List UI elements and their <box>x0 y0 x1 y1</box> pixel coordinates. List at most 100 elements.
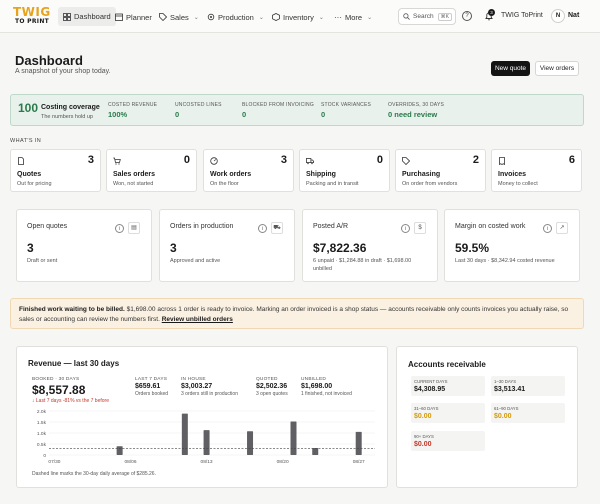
gauge-icon <box>210 157 218 165</box>
logo[interactable]: TWIG TO PRINT <box>10 5 50 29</box>
metric-desc: Last 30 days · $8,342.94 costed revenue <box>455 258 555 264</box>
coverage-stat: BLOCKED FROM INVOICING 0 <box>242 102 314 119</box>
metric-desc: Approved and active <box>170 258 221 264</box>
metric-card-orders-in-production[interactable]: Orders in production i ⛟ 3 Approved and … <box>159 209 295 282</box>
stat-key: UNCOSTED LINES <box>175 102 222 108</box>
chevron-down-icon: ⌄ <box>367 14 373 21</box>
dots-icon: ··· <box>334 12 342 22</box>
chevron-down-icon: ⌄ <box>318 14 324 21</box>
stat-value: $659.61 <box>135 383 161 390</box>
card-count: 6 <box>568 154 575 166</box>
metric-desc: Draft or sent <box>27 258 58 264</box>
box-icon <box>272 13 280 21</box>
bucket-value: $0.00 <box>414 413 432 420</box>
y-tick-label: 0 <box>43 453 46 459</box>
info-icon[interactable]: i <box>258 224 267 233</box>
whats-in-card-work-orders[interactable]: 3 Work orders On the floor <box>203 149 294 192</box>
card-count: 3 <box>280 154 287 166</box>
coverage-stat: UNCOSTED LINES 0 <box>175 102 222 119</box>
x-tick-label: 08/06 <box>124 459 136 465</box>
nav-dashboard[interactable]: Dashboard <box>58 7 116 26</box>
review-unbilled-link[interactable]: Review unbilled orders <box>161 316 233 323</box>
whats-in-card-quotes[interactable]: 3 Quotes Out for pricing <box>10 149 101 192</box>
nav-production[interactable]: Production ⌄ <box>207 10 264 24</box>
new-quote-button[interactable]: New quote <box>491 61 530 76</box>
nav-label: Dashboard <box>74 12 111 21</box>
chart-bar <box>312 447 319 455</box>
bucket-value: $0.00 <box>414 441 432 448</box>
metric-label: Posted A/R <box>313 223 349 230</box>
metric-card-posted-ar[interactable]: Posted A/R i $ $7,822.36 6 unpaid · $1,2… <box>302 209 438 282</box>
metric-desc: 6 unpaid · $1,284.88 in draft · $1,698.0… <box>313 258 412 272</box>
stat-sub: 1 finished, not invoiced <box>301 391 352 397</box>
stat-key: BOOKED · 30 DAYS <box>32 377 80 382</box>
bucket-value: $0.00 <box>494 413 512 420</box>
ar-bucket-1-30: 1–30 DAYS $3,513.41 <box>491 376 565 396</box>
receipt-icon <box>499 157 505 165</box>
document-icon <box>18 157 24 165</box>
nav-label: Production <box>218 12 254 22</box>
chart-bar <box>116 446 123 455</box>
y-tick-label: 0.5k <box>37 442 47 448</box>
logo-subtext: TO PRINT <box>15 18 50 25</box>
card-count: 0 <box>376 154 383 166</box>
x-tick-label: 08/13 <box>201 459 213 465</box>
view-orders-button[interactable]: View orders <box>535 61 579 76</box>
whats-in-card-purchasing[interactable]: 2 Purchasing On order from vendors <box>395 149 486 192</box>
card-desc: On the floor <box>210 181 239 187</box>
metric-card-margin[interactable]: Margin on costed work i ↗ 59.5% Last 30 … <box>444 209 580 282</box>
coverage-label: Costing coverage <box>41 104 100 111</box>
stat-value: $1,698.00 <box>301 383 333 390</box>
bucket-key: 1–30 DAYS <box>494 379 517 384</box>
help-icon[interactable]: ? <box>462 11 472 21</box>
ar-bucket-61-90: 61–90 DAYS $0.00 <box>491 403 565 423</box>
nav-planner[interactable]: Planner <box>115 10 152 24</box>
card-name: Sales orders <box>113 171 156 178</box>
metric-card-open-quotes[interactable]: Open quotes i ▤ 3 Draft or sent <box>16 209 152 282</box>
whats-in-card-sales-orders[interactable]: 0 Sales orders Won, not started <box>106 149 197 192</box>
stat-value: $2,502.36 <box>256 383 288 390</box>
metric-value: $7,822.36 <box>313 241 367 255</box>
banner-text: $1,698.00 across 1 order is ready to inv… <box>19 306 569 323</box>
nav-sales[interactable]: Sales ⌄ <box>159 10 199 24</box>
card-desc: On order from vendors <box>402 181 458 187</box>
search-label: Search <box>413 13 434 20</box>
nav-inventory[interactable]: Inventory ⌄ <box>272 10 324 24</box>
shop-name[interactable]: TWIG ToPrint <box>501 12 543 19</box>
revenue-stat: LAST 7 DAYS $659.61 Orders booked <box>135 377 168 397</box>
info-icon[interactable]: i <box>115 224 124 233</box>
metric-value: 3 <box>27 241 34 255</box>
card-name: Purchasing <box>402 171 441 178</box>
page-title: Dashboard <box>15 53 83 68</box>
grid-icon <box>63 12 71 21</box>
avatar[interactable]: N <box>551 9 565 23</box>
x-tick-label: 07/30 <box>48 459 60 465</box>
info-icon[interactable]: i <box>543 224 552 233</box>
revenue-stat: UNBILLED $1,698.00 1 finished, not invoi… <box>301 377 352 397</box>
trend-icon: ↗ <box>556 222 568 234</box>
stat-sub: 3 orders still in production <box>181 391 238 397</box>
metric-value: 3 <box>170 241 177 255</box>
coverage-stat: STOCK VARIANCES 0 <box>321 102 371 119</box>
whats-in-card-invoices[interactable]: 6 Invoices Money to collect <box>491 149 582 192</box>
tag-icon <box>159 13 167 21</box>
card-count: 3 <box>87 154 94 166</box>
section-heading: WHAT'S IN <box>10 138 42 144</box>
nav-more[interactable]: ··· More ⌄ <box>334 10 372 24</box>
whats-in-card-shipping[interactable]: 0 Shipping Packing and in transit <box>299 149 390 192</box>
revenue-stat: IN HOUSE $3,003.27 3 orders still in pro… <box>181 377 238 397</box>
metric-value: 59.5% <box>455 241 490 255</box>
chevron-down-icon: ⌄ <box>258 14 264 21</box>
search-button[interactable]: Search ⌘K <box>398 8 456 25</box>
bucket-value: $3,513.41 <box>494 386 526 393</box>
info-icon[interactable]: i <box>401 224 410 233</box>
stat-value: 100% <box>108 110 128 119</box>
chart-footnote: Dashed line marks the 30-day daily avera… <box>32 471 156 477</box>
notification-badge: 3 <box>488 9 495 16</box>
x-tick-label: 08/27 <box>353 459 365 465</box>
bucket-key: 90+ DAYS <box>414 434 434 439</box>
user-name[interactable]: Nat <box>568 12 580 19</box>
metric-label: Orders in production <box>170 223 234 230</box>
ar-bucket-current: CURRENT DAYS $4,308.95 <box>411 376 485 396</box>
nav-label: Inventory <box>283 12 314 22</box>
